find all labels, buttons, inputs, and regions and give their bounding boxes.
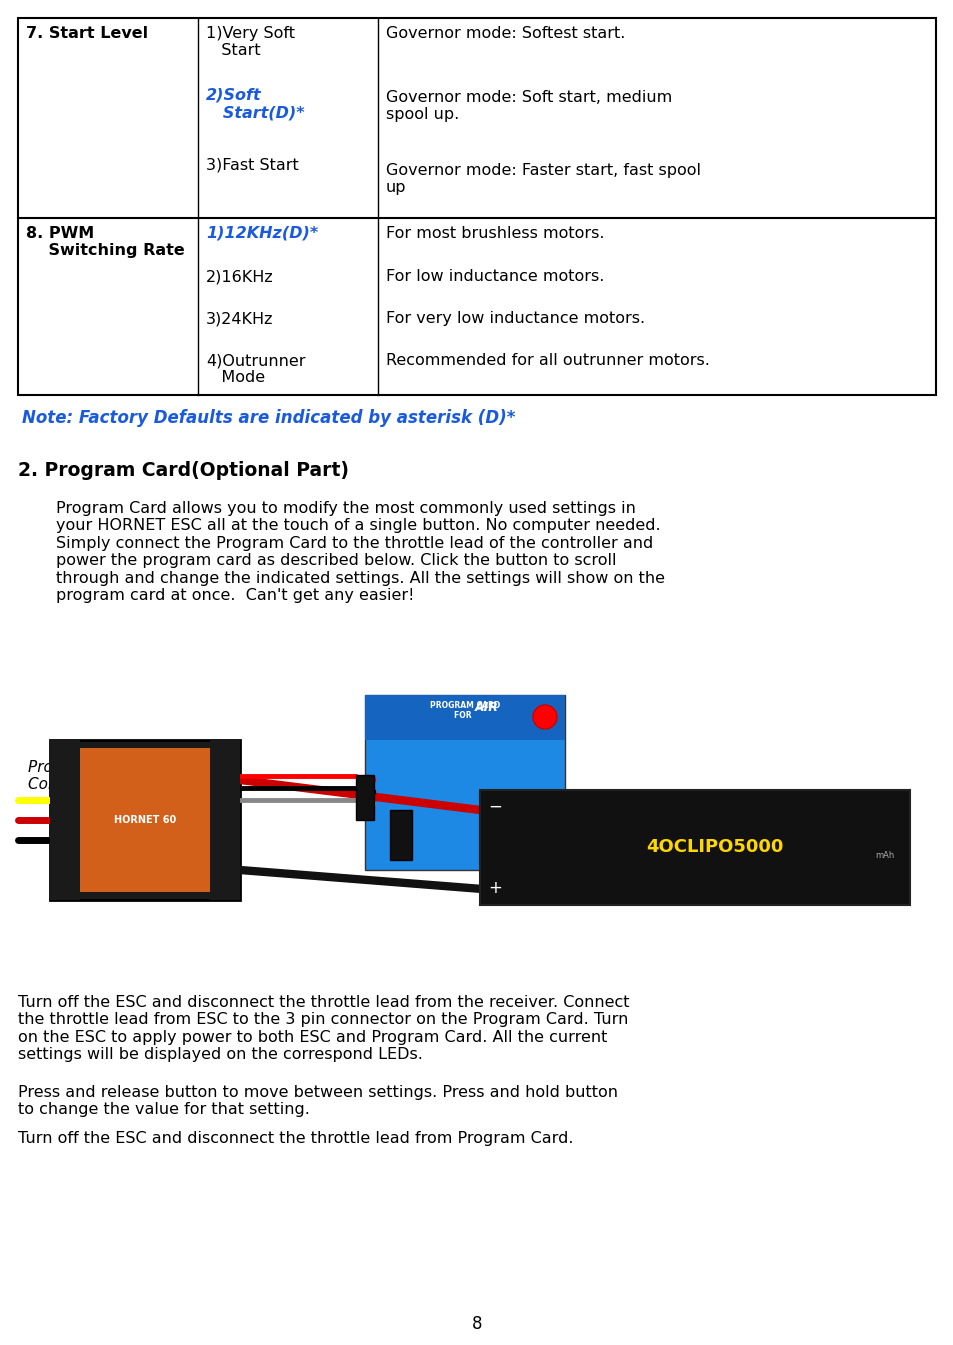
Bar	[62, 748, 228, 892]
Text: 1)12KHz(D)*: 1)12KHz(D)*	[206, 226, 318, 241]
Bar	[50, 740, 80, 900]
Text: For very low inductance motors.: For very low inductance motors.	[386, 311, 644, 325]
Text: For low inductance motors.: For low inductance motors.	[386, 269, 604, 284]
Text: 2)16KHz: 2)16KHz	[206, 269, 274, 284]
Text: 8: 8	[471, 1315, 482, 1333]
Text: 4)Outrunner
   Mode: 4)Outrunner Mode	[206, 352, 305, 386]
Text: HORNET 60: HORNET 60	[113, 815, 176, 824]
Bar	[479, 790, 909, 905]
Text: Governor mode: Soft start, medium
spool up.: Governor mode: Soft start, medium spool …	[386, 90, 672, 122]
Text: Program Card allows you to modify the most commonly used settings in
your HORNET: Program Card allows you to modify the mo…	[56, 500, 664, 603]
Text: PROGRAM CARD
FOR: PROGRAM CARD FOR	[430, 701, 499, 721]
Text: Program Card
Connection Diagram: Program Card Connection Diagram	[28, 760, 185, 792]
Text: Turn off the ESC and disconnect the throttle lead from the receiver. Connect
the: Turn off the ESC and disconnect the thro…	[18, 995, 629, 1063]
Bar	[210, 740, 240, 900]
Bar	[390, 810, 412, 859]
Text: For most brushless motors.: For most brushless motors.	[386, 226, 604, 241]
Circle shape	[533, 705, 557, 729]
Bar	[365, 695, 564, 740]
Bar	[18, 17, 935, 395]
Text: 2. Program Card(Optional Part): 2. Program Card(Optional Part)	[18, 461, 349, 480]
Bar	[365, 695, 564, 870]
Text: Press and release button to move between settings. Press and hold button
to chan: Press and release button to move between…	[18, 1085, 618, 1118]
Text: AIR: AIR	[475, 701, 498, 714]
Text: Governor mode: Faster start, fast spool
up: Governor mode: Faster start, fast spool …	[386, 163, 700, 195]
Bar	[355, 775, 374, 820]
Text: 2)Soft
   Start(D)*: 2)Soft Start(D)*	[206, 87, 304, 121]
Text: mAh: mAh	[875, 851, 894, 859]
Text: 1)Very Soft
   Start: 1)Very Soft Start	[206, 26, 294, 58]
Text: 7. Start Level: 7. Start Level	[26, 26, 148, 40]
Text: 3)24KHz: 3)24KHz	[206, 311, 274, 325]
Bar	[50, 740, 240, 900]
Text: Recommended for all outrunner motors.: Recommended for all outrunner motors.	[386, 352, 709, 369]
Text: +: +	[488, 880, 501, 897]
Text: 8. PWM
    Switching Rate: 8. PWM Switching Rate	[26, 226, 185, 258]
Text: −: −	[488, 798, 501, 816]
Text: 3)Fast Start: 3)Fast Start	[206, 157, 298, 174]
Text: Governor mode: Softest start.: Governor mode: Softest start.	[386, 26, 625, 40]
Text: 4OCLIPO5000: 4OCLIPO5000	[645, 838, 782, 857]
Text: Turn off the ESC and disconnect the throttle lead from Program Card.: Turn off the ESC and disconnect the thro…	[18, 1131, 573, 1146]
Text: Note: Factory Defaults are indicated by asterisk (D)*: Note: Factory Defaults are indicated by …	[22, 409, 515, 426]
